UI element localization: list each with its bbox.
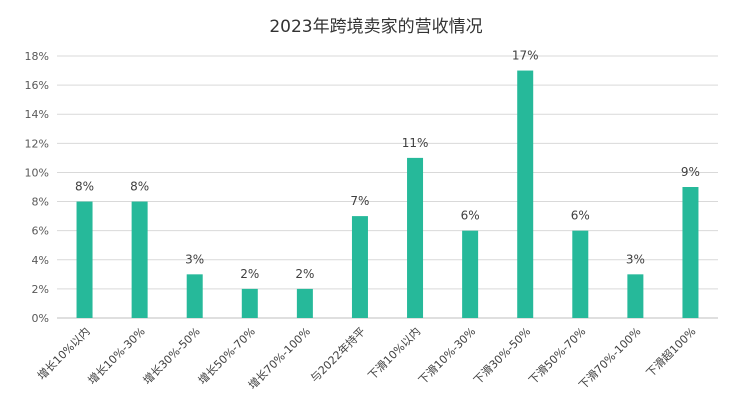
y-tick-label: 16% <box>25 79 49 92</box>
bar <box>572 230 589 318</box>
bar <box>351 216 368 318</box>
x-tick-label: 下滑超100% <box>643 324 698 379</box>
y-tick-label: 2% <box>32 283 49 296</box>
bar <box>186 274 203 318</box>
data-label: 17% <box>512 49 539 63</box>
data-label: 11% <box>402 136 429 150</box>
bar <box>682 187 699 318</box>
data-label: 3% <box>626 252 645 266</box>
x-tick-label: 增长30%-50% <box>140 324 203 387</box>
data-label: 2% <box>240 267 259 281</box>
x-tick-label: 下滑10%-30% <box>416 325 478 387</box>
bar <box>462 230 479 318</box>
x-tick-label: 下滑30%-50% <box>471 325 533 387</box>
data-label: 8% <box>130 180 149 194</box>
y-tick-label: 4% <box>32 254 49 267</box>
y-tick-label: 14% <box>25 108 49 121</box>
y-tick-label: 10% <box>25 166 49 179</box>
y-tick-label: 6% <box>32 225 49 238</box>
data-label: 7% <box>350 194 369 208</box>
data-label: 2% <box>295 267 314 281</box>
y-tick-label: 8% <box>32 196 49 209</box>
data-label: 6% <box>461 209 480 223</box>
data-label: 8% <box>75 180 94 194</box>
bar <box>627 274 644 318</box>
y-tick-label: 12% <box>25 137 49 150</box>
x-tick-label: 与2022年持平 <box>307 324 368 385</box>
bar <box>241 288 258 318</box>
bar <box>407 157 424 318</box>
x-tick-label: 下滑50%-70% <box>526 325 588 387</box>
bar <box>517 70 534 318</box>
x-tick-label: 下滑10%以内 <box>365 324 423 382</box>
data-label: 3% <box>185 252 204 266</box>
x-tick-label: 增长50%-70% <box>195 324 258 387</box>
data-label: 6% <box>571 209 590 223</box>
bar <box>296 288 313 318</box>
y-tick-label: 18% <box>25 50 49 63</box>
x-tick-label: 增长10%-30% <box>85 324 148 387</box>
x-tick-label: 增长10%以内 <box>34 324 92 382</box>
bar <box>76 201 93 318</box>
y-tick-label: 0% <box>32 312 49 325</box>
chart-title: 2023年跨境卖家的营收情况 <box>269 17 483 37</box>
data-label: 9% <box>681 165 700 179</box>
bar <box>131 201 148 318</box>
